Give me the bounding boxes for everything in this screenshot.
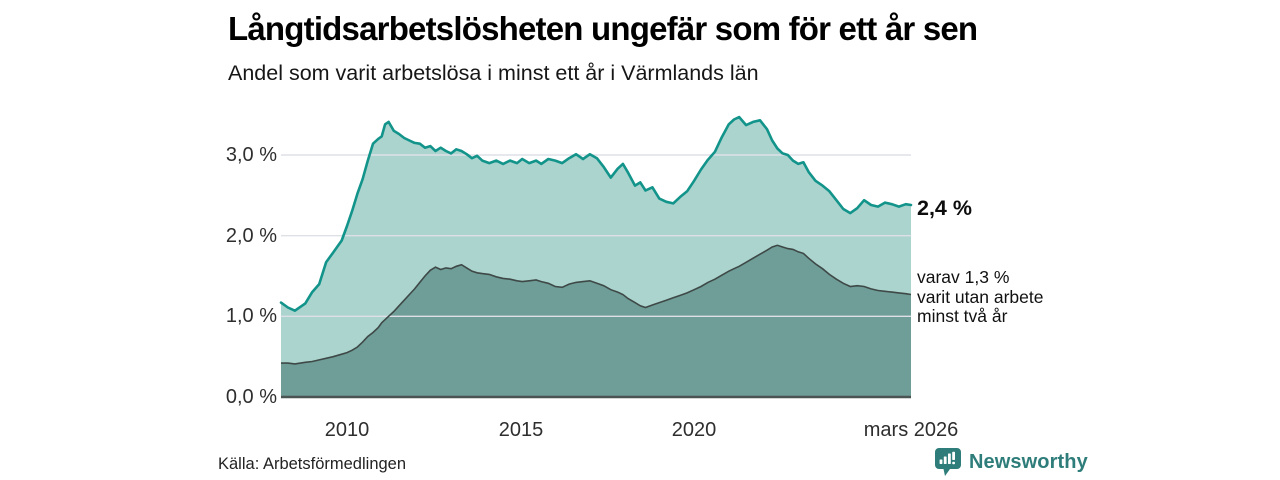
newsworthy-badge-icon [935,448,961,476]
y-tick-label: 1,0 % [225,305,277,328]
x-tick-label: 2020 [671,419,717,441]
y-tick-label: 2,0 % [225,224,277,247]
end-value-label: 2,4 % [917,196,972,220]
area-fill-two-years [281,245,911,397]
annotation-line-1: varav 1,3 % [917,267,1010,287]
source-note: Källa: Arbetsförmedlingen [218,455,407,473]
two-year-annotation: varav 1,3 % varit utan arbete minst två … [917,267,1044,327]
page-subtitle: Andel som varit arbetslösa i minst ett å… [228,61,759,85]
x-tick-label: mars 2026 [863,419,959,441]
annotation-line-2: varit utan arbete [917,286,1044,307]
series-line-total-one-year [279,115,913,312]
x-tick-label: 2015 [498,419,544,441]
x-tick-label: 2010 [324,419,370,441]
y-tick-label: 0,0 % [225,386,277,408]
annotation-line-3: minst två år [917,306,1008,326]
brand-name: Newsworthy [969,450,1088,473]
page-title: Långtidsarbetslösheten ungefär som för e… [228,10,978,47]
brand-logo: Newsworthy [934,447,1088,477]
series-line-two-years [281,244,912,365]
gridlines [281,154,911,317]
badge-bars-icon [939,451,955,465]
y-tick-label: 3,0 % [225,143,277,166]
